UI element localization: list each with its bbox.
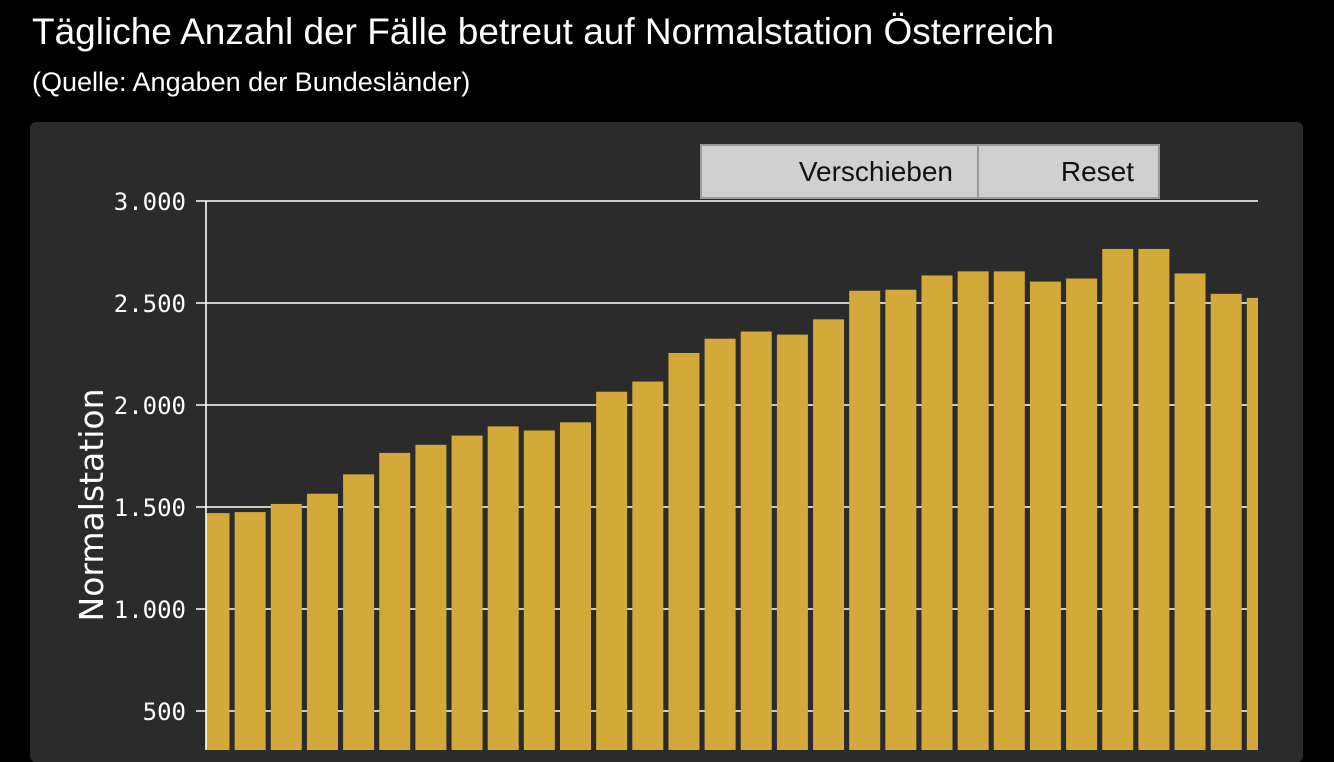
bar[interactable] xyxy=(993,271,1025,750)
bar[interactable] xyxy=(849,290,881,750)
bar[interactable] xyxy=(1174,273,1206,750)
bar[interactable] xyxy=(270,503,302,750)
pan-button[interactable]: Verschieben xyxy=(700,144,979,199)
bar[interactable] xyxy=(415,444,447,750)
y-tick-label: 2.000 xyxy=(114,392,186,420)
bar[interactable] xyxy=(776,334,808,750)
reset-button[interactable]: Reset xyxy=(979,144,1160,199)
bar[interactable] xyxy=(234,512,266,750)
bar[interactable] xyxy=(523,430,555,751)
bar[interactable] xyxy=(451,435,483,750)
y-tick-label: 500 xyxy=(143,698,186,726)
chart-toolbar: Verschieben Reset xyxy=(700,144,1160,199)
bar[interactable] xyxy=(306,493,338,750)
bar[interactable] xyxy=(1246,297,1258,750)
bar[interactable] xyxy=(1210,293,1242,750)
bar[interactable] xyxy=(379,452,411,750)
bar[interactable] xyxy=(921,275,953,750)
bar[interactable] xyxy=(885,289,917,750)
page-title: Tägliche Anzahl der Fälle betreut auf No… xyxy=(32,11,1055,52)
bar[interactable] xyxy=(560,422,591,750)
bar[interactable] xyxy=(668,352,700,750)
bar[interactable] xyxy=(632,381,664,750)
bar[interactable] xyxy=(206,513,230,750)
bar[interactable] xyxy=(596,391,628,750)
bar[interactable] xyxy=(813,319,845,750)
bar[interactable] xyxy=(957,271,989,750)
bar[interactable] xyxy=(704,338,736,750)
y-tick-label: 2.500 xyxy=(114,290,186,318)
bar[interactable] xyxy=(740,331,772,750)
bar[interactable] xyxy=(1029,281,1061,750)
bar[interactable] xyxy=(1138,248,1170,750)
bar[interactable] xyxy=(343,474,375,750)
y-tick-label: 1.000 xyxy=(114,596,186,624)
y-tick-label: 3.000 xyxy=(114,188,186,216)
bar[interactable] xyxy=(487,426,519,750)
page-subtitle: (Quelle: Angaben der Bundesländer) xyxy=(32,67,471,97)
bar[interactable] xyxy=(1066,278,1098,750)
bar[interactable] xyxy=(1102,248,1134,750)
y-axis-label: Normalstation xyxy=(72,389,111,622)
y-tick-label: 1.500 xyxy=(114,494,186,522)
